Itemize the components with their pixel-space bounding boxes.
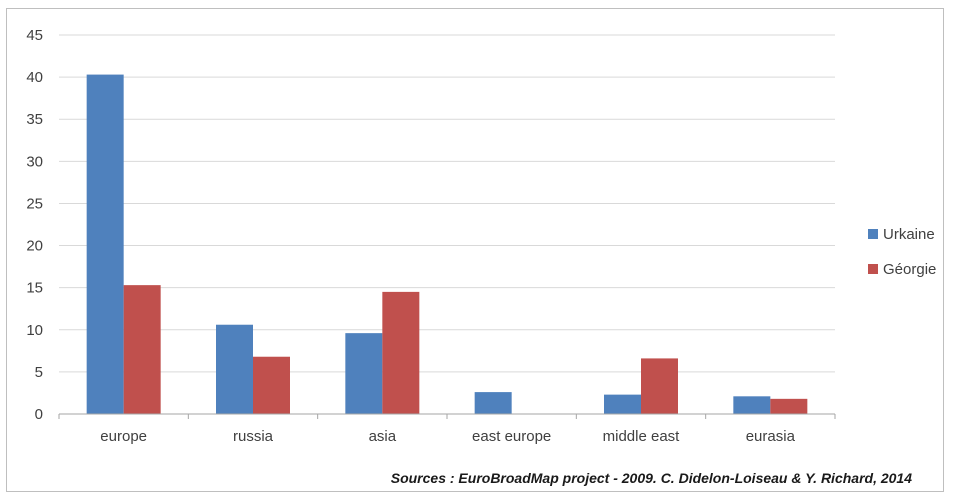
- x-category-label: east europe: [472, 428, 551, 445]
- x-category-label: europe: [100, 428, 147, 445]
- bar-series-2: [382, 291, 420, 414]
- bar-series-1: [345, 333, 383, 414]
- bar-series-1: [733, 396, 771, 414]
- x-category-label: russia: [233, 428, 274, 445]
- y-axis-ticks: 0 5 10 15 20 25 30 35 40 45: [26, 27, 43, 423]
- y-tick-label: 45: [26, 27, 43, 44]
- y-tick-label: 5: [35, 364, 43, 381]
- bar-series-1: [474, 392, 512, 414]
- legend-label: Urkaine: [883, 226, 935, 243]
- legend-swatch: [868, 264, 878, 274]
- bar-chart: 0 5 10 15 20 25 30 35 40 45 europe russia asia east …: [26, 27, 936, 486]
- y-tick-label: 25: [26, 195, 43, 212]
- source-note: Sources : EuroBroadMap project - 2009. C…: [391, 470, 912, 486]
- y-tick-label: 40: [26, 69, 43, 86]
- bars: [86, 74, 808, 414]
- chart-frame: 0 5 10 15 20 25 30 35 40 45 europe russia asia east …: [6, 8, 944, 492]
- y-tick-label: 20: [26, 238, 43, 255]
- y-tick-label: 30: [26, 153, 43, 170]
- legend: Urkaine Géorgie: [868, 226, 936, 278]
- bar-series-1: [604, 394, 641, 414]
- bar-series-1: [86, 74, 124, 414]
- y-tick-label: 35: [26, 111, 43, 128]
- y-tick-label: 15: [26, 280, 43, 297]
- legend-label: Géorgie: [883, 261, 936, 278]
- y-tick-label: 0: [35, 406, 43, 423]
- y-tick-label: 10: [26, 322, 43, 339]
- bar-series-2: [253, 356, 290, 414]
- x-category-label: middle east: [603, 428, 681, 445]
- x-category-label: eurasia: [746, 428, 796, 445]
- x-category-label: asia: [369, 428, 397, 445]
- bar-series-2: [770, 398, 808, 414]
- bar-series-1: [216, 324, 253, 414]
- gridlines: [59, 34, 835, 415]
- x-axis-categories: europe russia asia east europe middle east eu…: [58, 414, 836, 445]
- legend-swatch: [868, 229, 878, 239]
- bar-series-2: [641, 358, 678, 414]
- bar-series-2: [123, 285, 161, 414]
